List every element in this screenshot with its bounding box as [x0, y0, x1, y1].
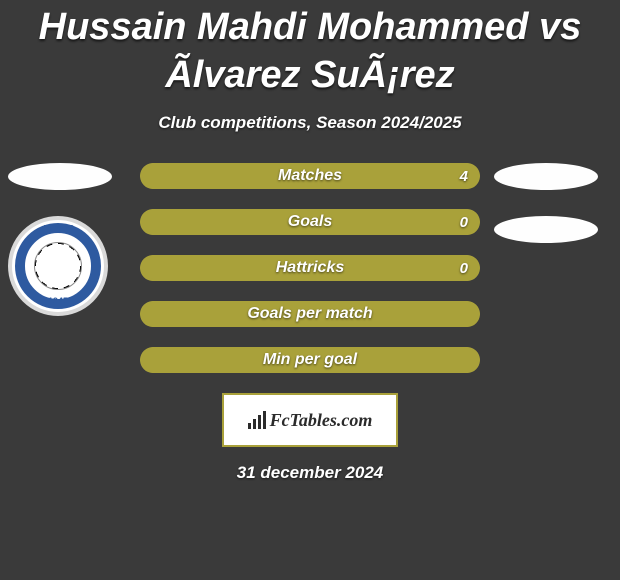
brand-text: FcTables.com [270, 410, 373, 431]
stat-bar: Matches4 [140, 163, 480, 189]
stat-bar-label: Min per goal [140, 347, 480, 373]
stat-bar: Hattricks0 [140, 255, 480, 281]
badge-year: 1945 [48, 296, 68, 306]
stat-bar: Goals0 [140, 209, 480, 235]
comparison-area: AL-NASR 1945 Matches4Goals0Hattricks0Goa… [0, 163, 620, 373]
subtitle: Club competitions, Season 2024/2025 [0, 113, 620, 133]
stat-bar-value: 0 [460, 209, 468, 235]
club-badge-al-nasr: AL-NASR 1945 [8, 216, 108, 316]
player-photo-placeholder-right-2 [494, 216, 598, 243]
date-text: 31 december 2024 [0, 463, 620, 483]
left-player-column: AL-NASR 1945 [8, 163, 118, 316]
stat-bar-label: Goals [140, 209, 480, 235]
right-player-column [494, 163, 604, 269]
stat-bar-value: 0 [460, 255, 468, 281]
stat-bar: Goals per match [140, 301, 480, 327]
stat-bars: Matches4Goals0Hattricks0Goals per matchM… [140, 163, 480, 373]
brand-bars-icon [248, 411, 266, 429]
badge-top-text: AL-NASR [42, 225, 74, 232]
stat-bar-label: Goals per match [140, 301, 480, 327]
player-photo-placeholder-right-1 [494, 163, 598, 190]
brand-box: FcTables.com [222, 393, 398, 447]
stat-bar: Min per goal [140, 347, 480, 373]
stat-bar-value: 4 [460, 163, 468, 189]
player-photo-placeholder-left [8, 163, 112, 190]
stat-bar-label: Hattricks [140, 255, 480, 281]
badge-ball-icon [34, 242, 82, 290]
stat-bar-label: Matches [140, 163, 480, 189]
page-title: Hussain Mahdi Mohammed vs Ãlvarez SuÃ¡re… [0, 0, 620, 99]
